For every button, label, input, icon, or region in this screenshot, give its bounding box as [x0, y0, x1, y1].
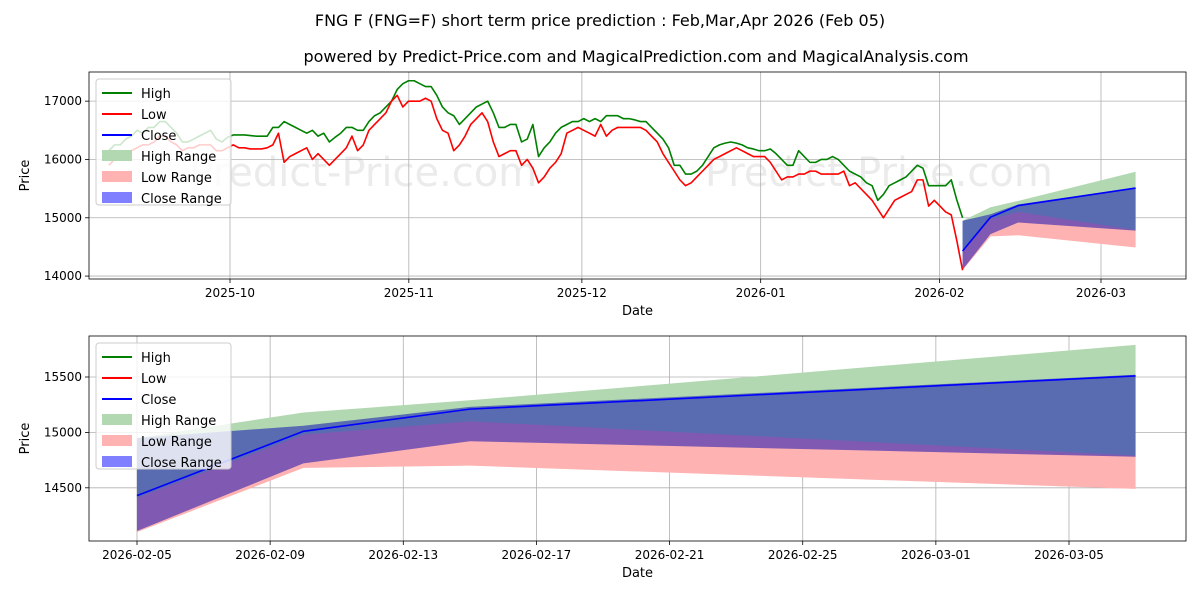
- x-axis-label: Date: [622, 566, 653, 581]
- close-range-band: [962, 187, 1136, 270]
- x-tick-label: 2026-03-01: [901, 548, 971, 562]
- legend-label-high-range: High Range: [141, 414, 216, 429]
- x-tick-label: 2026-02-05: [102, 548, 172, 562]
- legend-label-high-range: High Range: [141, 150, 216, 165]
- y-tick-label: 14000: [44, 269, 82, 283]
- x-tick-label: 2026-02-13: [368, 548, 438, 562]
- x-tick-label: 2026-01: [736, 286, 786, 300]
- bottom-chart: Predict-Price.comPredict-Price.com2026-0…: [18, 335, 1187, 581]
- legend-swatch-close-range: [102, 456, 132, 467]
- legend-label-close: Close: [141, 393, 176, 408]
- legend-swatch-close-range: [102, 192, 132, 203]
- legend-label-low: Low: [141, 372, 167, 387]
- legend-label-low-range: Low Range: [141, 435, 212, 450]
- legend-label-close-range: Close Range: [141, 456, 222, 471]
- watermark-left: Predict-Price.com: [189, 150, 537, 196]
- y-tick-label: 17000: [44, 94, 82, 108]
- legend-label-low-range: Low Range: [141, 171, 212, 186]
- x-tick-label: 2026-02-09: [235, 548, 305, 562]
- legend-label-high: High: [141, 87, 171, 102]
- close-range-band: [137, 374, 1136, 532]
- chart-subtitle: powered by Predict-Price.com and Magical…: [303, 47, 968, 66]
- close-line: [961, 187, 1136, 252]
- y-axis-label: Price: [18, 423, 33, 455]
- y-tick-label: 15000: [44, 425, 82, 439]
- high-line: [108, 79, 964, 219]
- legend-swatch-low-range: [102, 435, 132, 446]
- plot-area: [89, 72, 1186, 279]
- x-tick-label: 2026-03: [1076, 286, 1126, 300]
- y-axis-label: Price: [18, 160, 33, 192]
- x-tick-label: 2026-03-05: [1034, 548, 1104, 562]
- low-line: [108, 94, 964, 271]
- x-tick-label: 2025-12: [557, 286, 607, 300]
- plot-border: [88, 71, 1187, 280]
- legend-label-low: Low: [141, 108, 167, 123]
- x-tick-label: 2026-02-21: [635, 548, 705, 562]
- legend-label-high: High: [141, 351, 171, 366]
- legend-swatch-low-range: [102, 171, 132, 182]
- plot-border: [88, 335, 1187, 542]
- top-chart: Predict-Price.com Predict-Price.com 2025-1…: [18, 71, 1187, 319]
- x-axis-label: Date: [622, 304, 653, 319]
- x-tick-label: 2025-11: [384, 286, 434, 300]
- legend-label-close-range: Close Range: [141, 192, 222, 207]
- legend-label-close: Close: [141, 129, 176, 144]
- chart-title: FNG F (FNG=F) short term price predictio…: [315, 11, 885, 30]
- y-tick-label: 15000: [44, 211, 82, 225]
- y-tick-label: 16000: [44, 152, 82, 166]
- y-tick-label: 15500: [44, 370, 82, 384]
- x-tick-label: 2025-10: [205, 286, 255, 300]
- legend-swatch-high-range: [102, 150, 132, 161]
- legend-swatch-high-range: [102, 414, 132, 425]
- x-tick-label: 2026-02-17: [502, 548, 572, 562]
- x-tick-label: 2026-02-25: [768, 548, 838, 562]
- watermark-right: Predict-Price.com: [705, 150, 1053, 196]
- x-tick-label: 2026-02: [914, 286, 964, 300]
- y-tick-label: 14500: [44, 481, 82, 495]
